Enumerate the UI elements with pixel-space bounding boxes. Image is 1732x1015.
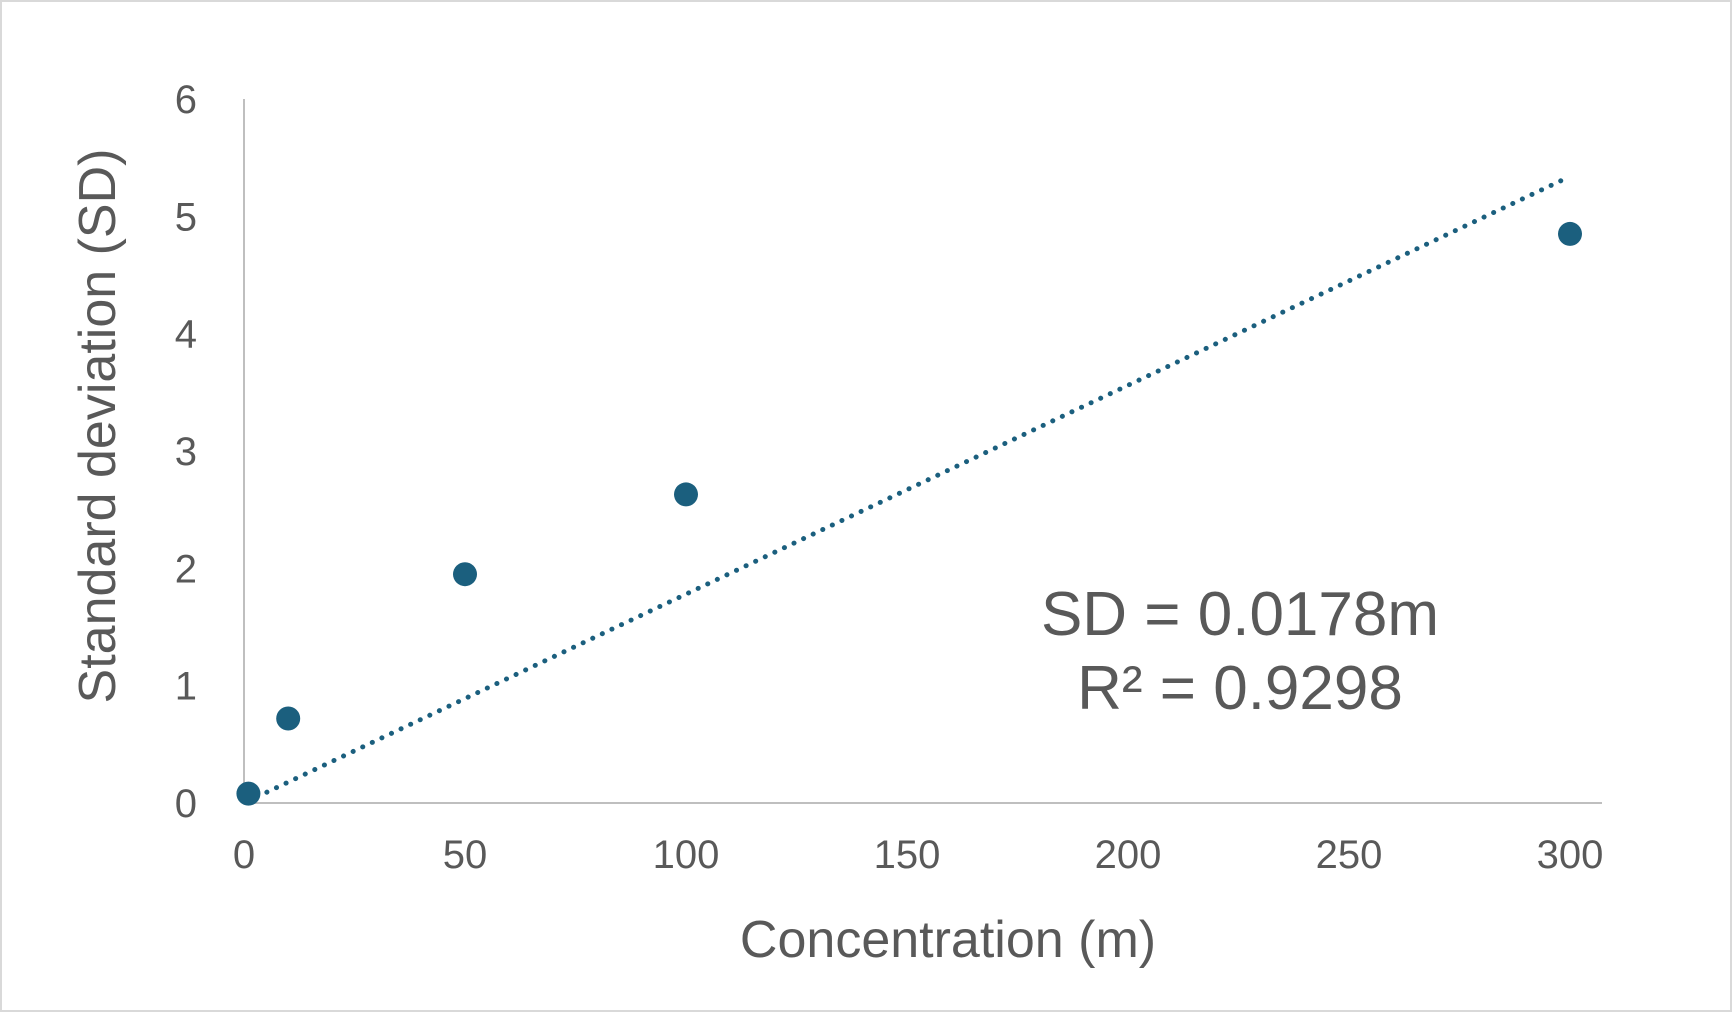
data-points: [236, 221, 1582, 806]
x-tick-label: 50: [443, 833, 488, 877]
data-point: [674, 482, 698, 507]
x-axis-label: Concentration (m): [740, 911, 1156, 969]
x-tick-label: 300: [1537, 833, 1604, 877]
y-tick-label: 4: [175, 313, 197, 357]
axes: [243, 99, 1602, 804]
y-tick-label: 3: [175, 430, 197, 474]
tick-labels: 0 50 100 150 200 250 300 0 1 2 3 4 5 6: [175, 78, 1604, 877]
data-point: [236, 781, 261, 806]
x-tick-label: 0: [233, 833, 255, 877]
trendline-group: [254, 173, 1573, 800]
data-point: [276, 706, 301, 731]
x-tick-label: 200: [1095, 833, 1162, 877]
y-tick-label: 5: [175, 195, 197, 239]
r-squared-label: R² = 0.9298: [1077, 654, 1403, 723]
y-tick-label: 0: [175, 782, 197, 826]
data-point: [453, 562, 477, 587]
y-tick-label: 1: [175, 665, 197, 709]
y-tick-label: 2: [175, 547, 197, 591]
trendline-equation: SD = 0.0178m: [1041, 580, 1439, 649]
x-tick-label: 250: [1316, 833, 1383, 877]
trendline: [254, 173, 1573, 800]
data-point: [1558, 221, 1582, 246]
x-tick-label: 100: [653, 833, 720, 877]
x-tick-label: 150: [874, 833, 941, 877]
y-tick-label: 6: [175, 78, 197, 122]
y-axis-label: Standard deviation (SD): [69, 149, 127, 704]
